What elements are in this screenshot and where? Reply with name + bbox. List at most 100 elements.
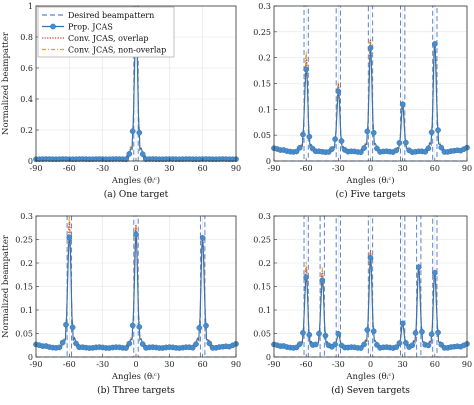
legend-desired-label: Desired beampattern: [68, 11, 154, 20]
y-tick-label: 0.6: [20, 64, 33, 73]
legend-prop-label: Prop. JCAS: [68, 23, 113, 32]
x-tick-label: 90: [231, 164, 241, 173]
chart-panel: -90 -60 -30 0 30 60 90 0 0.2 0.4 0.6 0.8 1 Angles (θᵢ…: [1, 2, 241, 200]
prop-jcas-marker: [396, 140, 403, 146]
chart-panel: -90 -60 -30 0 30 60 90 0 0.05 0.1 0.15 0.2 0.25 0.3 An…: [253, 2, 472, 200]
prop-jcas-marker: [425, 342, 432, 349]
panel-caption: (c) Five targets: [336, 189, 406, 200]
prop-jcas-marker: [189, 344, 196, 351]
x-axis-label: Angles (θᵢᶜ): [345, 175, 394, 186]
prop-jcas-marker: [306, 133, 313, 140]
x-tick-label: 0: [368, 360, 373, 369]
prop-jcas-marker: [332, 136, 338, 143]
chart-panel: -90 -60 -30 0 30 60 90 0 0.05 0.1 0.15 0.2 0.25 0.3 An…: [253, 212, 472, 396]
prop-jcas-marker: [412, 330, 419, 336]
y-tick-label: 0.15: [15, 283, 33, 292]
x-tick-label: -90: [268, 360, 281, 369]
y-axis-label: Normalized beampatter: [1, 31, 11, 135]
prop-jcas-marker: [435, 127, 441, 133]
y-tick-label: 0: [28, 353, 33, 362]
prop-jcas-marker: [435, 329, 441, 336]
prop-jcas-marker: [199, 235, 206, 241]
prop-jcas-marker: [335, 88, 342, 95]
prop-jcas-marker: [139, 341, 146, 347]
x-tick-label: 90: [231, 360, 241, 369]
prop-jcas-marker: [66, 234, 73, 241]
y-tick-label: 0: [266, 157, 271, 166]
prop-jcas-marker: [63, 321, 69, 328]
x-axis-label: Angles (θᵢᶜ): [111, 371, 160, 382]
prop-jcas-marker: [136, 324, 143, 330]
prop-jcas-marker: [329, 146, 335, 152]
y-tick-label: 0: [28, 157, 33, 166]
x-tick-label: 90: [462, 164, 472, 173]
y-tick-label: 0.05: [253, 131, 271, 140]
prop-jcas-marker: [419, 328, 425, 335]
prop-jcas-marker: [399, 320, 406, 327]
x-tick-label: 30: [398, 360, 408, 369]
x-tick-label: -30: [332, 164, 345, 173]
prop-jcas-marker: [364, 128, 371, 135]
x-tick-label: 60: [198, 360, 208, 369]
y-tick-label: 0.2: [20, 259, 33, 268]
prop-jcas-marker: [367, 45, 374, 51]
prop-jcas-marker: [129, 322, 136, 329]
prop-jcas-marker: [123, 156, 129, 163]
y-axis-label: Normalized beampatter: [1, 234, 11, 338]
prop-jcas-marker: [306, 331, 313, 338]
prop-jcas-marker: [126, 151, 133, 157]
prop-jcas-marker: [56, 344, 63, 351]
panel-caption: (d) Seven targets: [331, 385, 410, 396]
prop-jcas-marker: [296, 144, 303, 151]
prop-jcas-marker: [312, 341, 319, 348]
prop-jcas-marker: [136, 129, 143, 136]
prop-jcas-marker: [358, 149, 364, 156]
legend-overlap-label: Conv. JCAS, overlap: [68, 34, 148, 43]
prop-jcas-marker: [126, 340, 133, 347]
y-tick-label: 0.25: [253, 236, 271, 245]
x-tick-label: 30: [164, 360, 174, 369]
prop-jcas-marker: [399, 101, 406, 108]
x-tick-label: -90: [30, 360, 43, 369]
prop-jcas-marker: [438, 144, 445, 151]
panel-caption: (a) One target: [104, 189, 169, 200]
prop-jcas-marker: [203, 322, 209, 329]
prop-jcas-marker: [319, 277, 326, 284]
prop-jcas-marker: [367, 255, 374, 261]
y-tick-label: 0.4: [20, 95, 33, 104]
prop-jcas-marker: [133, 231, 139, 238]
prop-jcas-marker: [361, 341, 367, 348]
y-tick-label: 0.15: [253, 80, 271, 89]
prop-jcas-marker: [69, 324, 76, 331]
y-tick-label: 0.2: [20, 126, 33, 135]
y-tick-label: 0: [266, 353, 271, 362]
y-tick-label: 1: [28, 2, 33, 11]
x-tick-label: -60: [63, 360, 76, 369]
prop-jcas-marker: [428, 129, 435, 136]
y-tick-label: 0.25: [253, 28, 271, 37]
legend-non-overlap-label: Conv. JCAS, non-overlap: [68, 46, 166, 55]
x-axis-label: Angles (θᵢᶜ): [111, 175, 160, 186]
prop-jcas-marker: [364, 327, 371, 333]
x-tick-label: 30: [164, 164, 174, 173]
prop-jcas-marker: [403, 139, 409, 146]
prop-jcas-marker: [393, 344, 400, 350]
prop-jcas-marker: [293, 148, 300, 155]
prop-jcas-marker: [303, 66, 310, 73]
y-tick-label: 0.8: [20, 33, 33, 42]
prop-jcas-marker: [409, 342, 416, 349]
prop-jcas-marker: [431, 41, 438, 47]
series-conv-jcas-overlap: [273, 38, 468, 154]
prop-jcas-marker: [193, 341, 199, 347]
x-tick-label: 0: [133, 164, 138, 173]
prop-jcas-marker: [358, 345, 364, 351]
prop-jcas-marker: [361, 145, 367, 151]
prop-jcas-marker: [428, 331, 435, 338]
y-tick-label: 0.05: [15, 330, 33, 339]
prop-jcas-marker: [374, 145, 380, 152]
x-tick-label: -90: [268, 164, 281, 173]
x-axis-label: Angles (θᵢᶜ): [345, 371, 394, 382]
prop-jcas-marker: [403, 340, 409, 346]
y-tick-label: 0.1: [258, 306, 271, 315]
